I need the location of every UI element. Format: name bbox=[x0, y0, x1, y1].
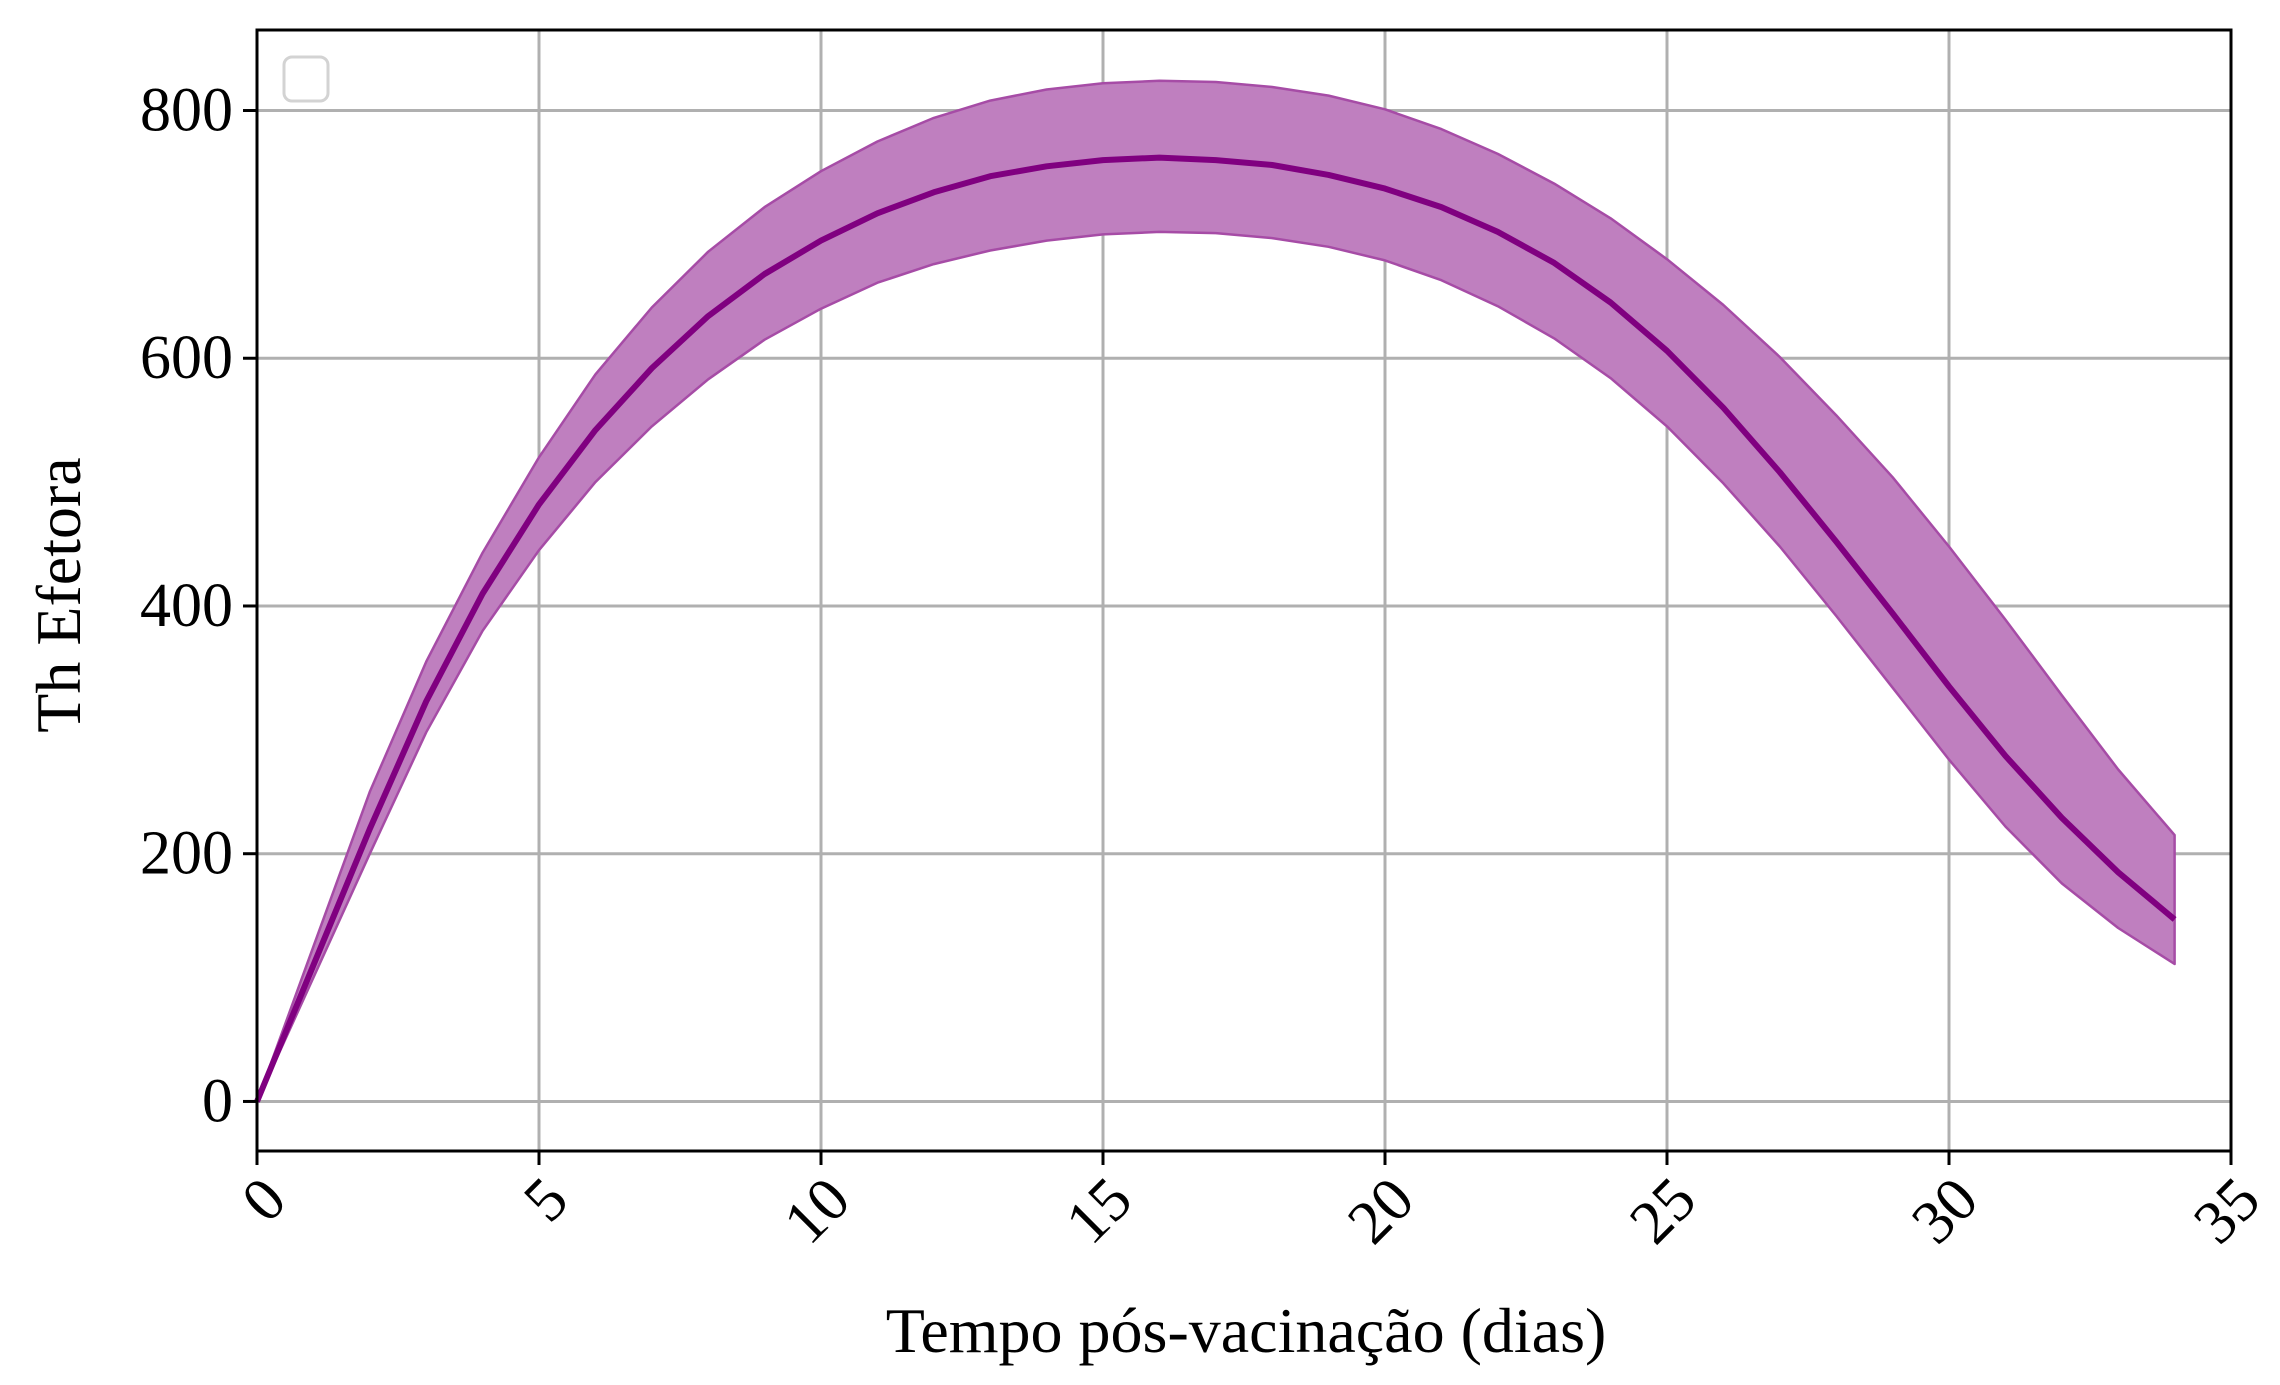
y-tick-label: 400 bbox=[140, 572, 233, 640]
legend bbox=[282, 55, 330, 103]
y-tick-label: 600 bbox=[140, 324, 233, 392]
y-axis-title: Th Efetora bbox=[23, 457, 94, 732]
confidence-band bbox=[255, 79, 2176, 1103]
plot-border bbox=[255, 28, 2233, 1153]
y-tick-label: 0 bbox=[202, 1067, 233, 1135]
y-axis-ticks: 0 200 400 600 800 bbox=[140, 77, 257, 1135]
plot-frame bbox=[255, 28, 2233, 1153]
series-line bbox=[254, 154, 2177, 1103]
series-line-layer bbox=[254, 154, 2177, 1103]
legend-box bbox=[282, 55, 330, 103]
y-tick-label: 200 bbox=[140, 820, 233, 888]
y-tick-label: 800 bbox=[140, 77, 233, 145]
confidence-band-layer bbox=[255, 79, 2176, 1103]
x-axis-title: Tempo pós-vacinação (dias) bbox=[886, 1295, 1607, 1366]
